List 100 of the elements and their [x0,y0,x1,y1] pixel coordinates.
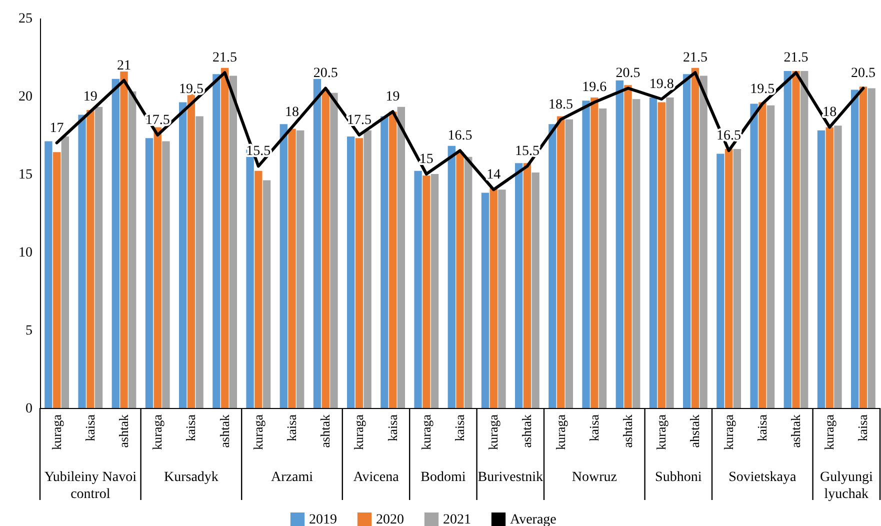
bar [288,128,296,408]
data-label: 21.5 [212,50,238,66]
data-label: 21 [117,58,131,74]
bar [700,76,708,408]
bar [364,130,372,408]
bar [616,80,624,408]
bar [490,188,498,408]
legend-label: 2020 [376,512,404,526]
text: Bodomi [420,470,466,485]
data-label: 21.5 [682,50,708,66]
legend-label: 2019 [309,512,337,526]
x-tick-label: ashtak [788,414,803,448]
bar [430,174,439,408]
x-tick-label: kaisa [82,414,98,442]
bar [254,170,262,408]
bar [548,124,556,408]
data-label: 14 [486,168,501,183]
bar [86,110,94,408]
text: Avicena [353,470,400,485]
legend-label: 2021 [443,512,471,526]
x-tick-label: kuraga [552,414,568,450]
bar [556,116,565,408]
text: Kursadyk [164,470,218,485]
bar [44,141,52,408]
bar [322,90,330,408]
x-tick-label: kaisa [452,414,467,442]
x-tick-label: kuraga [351,414,366,450]
bar [682,74,691,408]
bar [464,156,472,408]
x-tick-label: kuraga [720,414,736,450]
data-label: 18 [822,105,837,120]
y-tick-label: 15 [18,168,32,182]
y-tick-label: 10 [18,246,32,260]
bar [346,136,355,408]
data-label: 20.5 [313,66,338,82]
data-label: 18.5 [548,97,574,112]
bar [196,116,204,408]
bar [187,92,196,408]
bar [112,78,120,408]
text: Subhoni [655,470,702,485]
text: Nowruz [572,470,617,485]
bar [78,114,86,408]
data-label: 17 [50,120,64,136]
x-tick-label: kaisa [754,414,770,442]
x-tick-label: ashtak [116,414,131,448]
bar [296,130,304,408]
bar [397,106,406,408]
bar [481,192,490,408]
data-label: 19.8 [649,77,674,92]
bar [800,71,808,408]
data-label: 20.5 [850,66,876,82]
bar [582,100,590,408]
x-tick-label: ahstak [687,414,702,448]
x-tick-label: kuraga [48,414,64,450]
x-tick-label: kuraga [418,414,434,450]
x-tick-label: kaisa [284,414,299,442]
bar [61,136,70,408]
bar [750,104,758,408]
bar [834,126,842,408]
bar [666,98,674,408]
data-label: 20.5 [616,66,640,82]
bar [313,78,322,408]
x-tick-label: ashtak [318,414,333,448]
y-tick-label: 0 [26,402,32,416]
bar [212,74,220,408]
bar [262,180,271,408]
bar [414,170,422,408]
bar [792,71,800,408]
bar [178,102,187,408]
bar [162,141,170,408]
y-tick-label: 25 [18,12,32,26]
data-label: 21.5 [784,50,808,66]
bar [229,76,238,408]
data-label: 19 [386,90,400,105]
bar [649,98,658,408]
bar [850,90,859,408]
x-tick-label: ashtak [620,414,635,448]
bar [658,102,666,408]
text: Sovietskaya [728,470,798,485]
bar [532,172,540,408]
x-tick-label: kuraga [654,414,669,450]
bar [523,163,532,408]
bar [565,119,574,408]
x-tick-label: kaisa [384,414,400,442]
x-tick-label: kuraga [250,414,266,450]
x-tick-label: kuraga [822,414,837,450]
bar [422,176,430,408]
y-tick-label: 5 [26,324,32,338]
data-label: 19.5 [178,82,204,97]
bar [514,163,523,408]
x-tick-label: kaisa [855,414,870,442]
bar [632,99,640,408]
bar [154,127,162,408]
y-tick-label: 20 [18,90,32,104]
bar [388,112,397,408]
bar [456,152,464,408]
bar [691,68,700,408]
bar [590,98,598,408]
data-label: 19.5 [750,82,775,97]
bar [355,138,364,408]
